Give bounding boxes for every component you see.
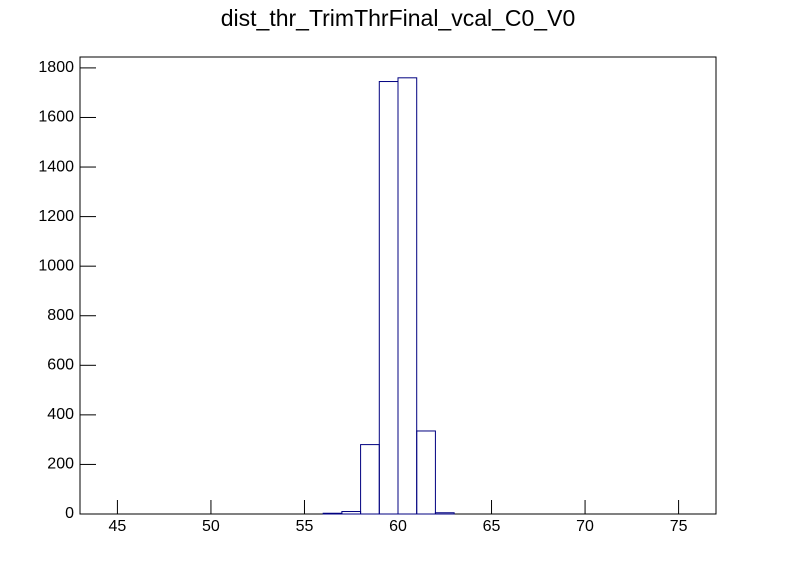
x-tick-label: 65 [483, 518, 501, 535]
x-tick-label: 50 [202, 518, 220, 535]
chart-title: dist_thr_TrimThrFinal_vcal_C0_V0 [221, 5, 576, 31]
x-tick-label: 75 [670, 518, 688, 535]
y-tick-label: 600 [47, 357, 74, 374]
y-tick-label: 800 [47, 307, 74, 324]
bar [378, 81, 399, 515]
bar [434, 512, 455, 515]
bar [397, 77, 418, 515]
x-tick-label: 45 [109, 518, 127, 535]
y-tick-label: 1800 [38, 59, 74, 76]
y-tick-label: 0 [65, 505, 74, 522]
bar [341, 511, 362, 515]
bar [416, 430, 436, 515]
y-tick-label: 1000 [38, 257, 74, 274]
y-tick-label: 200 [47, 456, 74, 473]
x-tick-label: 55 [296, 518, 314, 535]
x-tick-label: 70 [576, 518, 594, 535]
x-tick-label: 60 [389, 518, 407, 535]
y-tick-label: 1400 [38, 158, 74, 175]
bar [322, 512, 343, 515]
y-tick-label: 1600 [38, 109, 74, 126]
y-tick-label: 400 [47, 406, 74, 423]
y-tick-label: 1200 [38, 208, 74, 225]
bar [360, 444, 380, 515]
